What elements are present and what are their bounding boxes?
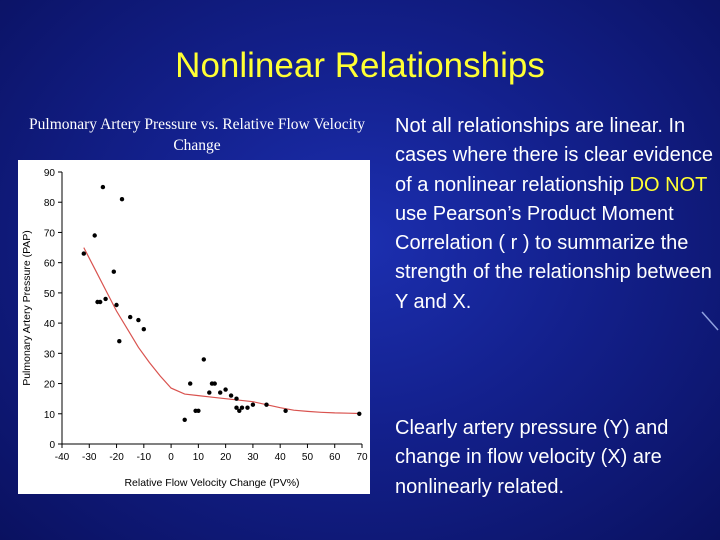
x-tick-label: 30 [247, 452, 259, 463]
paragraph-1-text-end: use Pearson’s Product Moment Correlation… [395, 202, 712, 313]
data-point [201, 357, 206, 362]
chart-caption: Pulmonary Artery Pressure vs. Relative F… [29, 116, 365, 154]
decorative-line [701, 311, 719, 331]
data-point [239, 405, 245, 410]
y-tick-label: 70 [44, 228, 56, 239]
data-point [98, 299, 103, 305]
data-point [218, 390, 223, 395]
y-tick-label: 30 [44, 349, 56, 360]
data-point [136, 317, 141, 323]
data-point [212, 381, 217, 386]
data-point [237, 408, 242, 413]
data-point [245, 405, 250, 410]
y-tick-label: 50 [44, 289, 56, 300]
y-tick-label: 40 [44, 319, 56, 330]
data-point [141, 327, 146, 332]
data-point [92, 233, 97, 238]
data-point [114, 302, 119, 308]
x-tick-label: -30 [82, 452, 97, 463]
data-point [111, 269, 117, 274]
data-point [250, 402, 256, 407]
x-tick-label: 20 [220, 452, 232, 463]
x-tick-label: 60 [329, 452, 341, 463]
y-tick-label: 20 [44, 380, 56, 391]
data-point [234, 396, 239, 401]
x-tick-label: 50 [302, 452, 314, 463]
data-point [81, 251, 86, 256]
x-tick-label: 10 [193, 452, 205, 463]
paragraph-1: Not all relationships are linear. In cas… [395, 112, 720, 317]
fit-curve [83, 247, 360, 415]
data-point [128, 314, 133, 320]
x-tick-label: 0 [168, 452, 174, 463]
data-point [223, 387, 228, 392]
y-tick-label: 0 [49, 440, 55, 451]
y-tick-label: 60 [44, 259, 56, 270]
x-tick-label: -10 [137, 452, 152, 463]
y-tick-label: 90 [44, 168, 56, 179]
data-point [119, 197, 125, 202]
data-point [117, 339, 122, 344]
data-point [100, 184, 106, 190]
data-point [228, 393, 234, 398]
data-point [283, 408, 288, 413]
paragraph-1-text-start: Not all relationships are linear. In cas… [395, 115, 713, 196]
x-axis-label: Relative Flow Velocity Change (PV%) [124, 477, 299, 489]
y-tick-label: 10 [44, 410, 56, 421]
data-point [196, 408, 201, 413]
data-point [264, 402, 269, 407]
x-tick-label: -40 [55, 452, 70, 463]
do-not-highlight: DO NOT [629, 173, 708, 196]
x-tick-label: 40 [275, 452, 287, 463]
data-point [182, 417, 187, 422]
data-point [188, 381, 193, 386]
data-point [357, 411, 362, 416]
scatter-chart: 0 10 20 30 40 50 60 70 80 90 -40 -30 -20 -10 0 10 20 30 40… [18, 160, 370, 494]
x-tick-label: 70 [356, 452, 368, 463]
x-tick-label: -20 [109, 452, 124, 463]
slide-title: Nonlinear Relationships [175, 46, 545, 85]
y-axis-label: Pulmonary Artery Pressure (PAP) [21, 230, 33, 386]
paragraph-2: Clearly artery pressure (Y) and change i… [395, 417, 669, 498]
data-point [234, 405, 239, 410]
data-point [207, 390, 212, 395]
chart-svg: 0 10 20 30 40 50 60 70 80 90 -40 -30 -20 -10 0 10 20 30 40… [21, 168, 368, 489]
y-tick-label: 80 [44, 198, 56, 209]
data-point [103, 296, 108, 302]
